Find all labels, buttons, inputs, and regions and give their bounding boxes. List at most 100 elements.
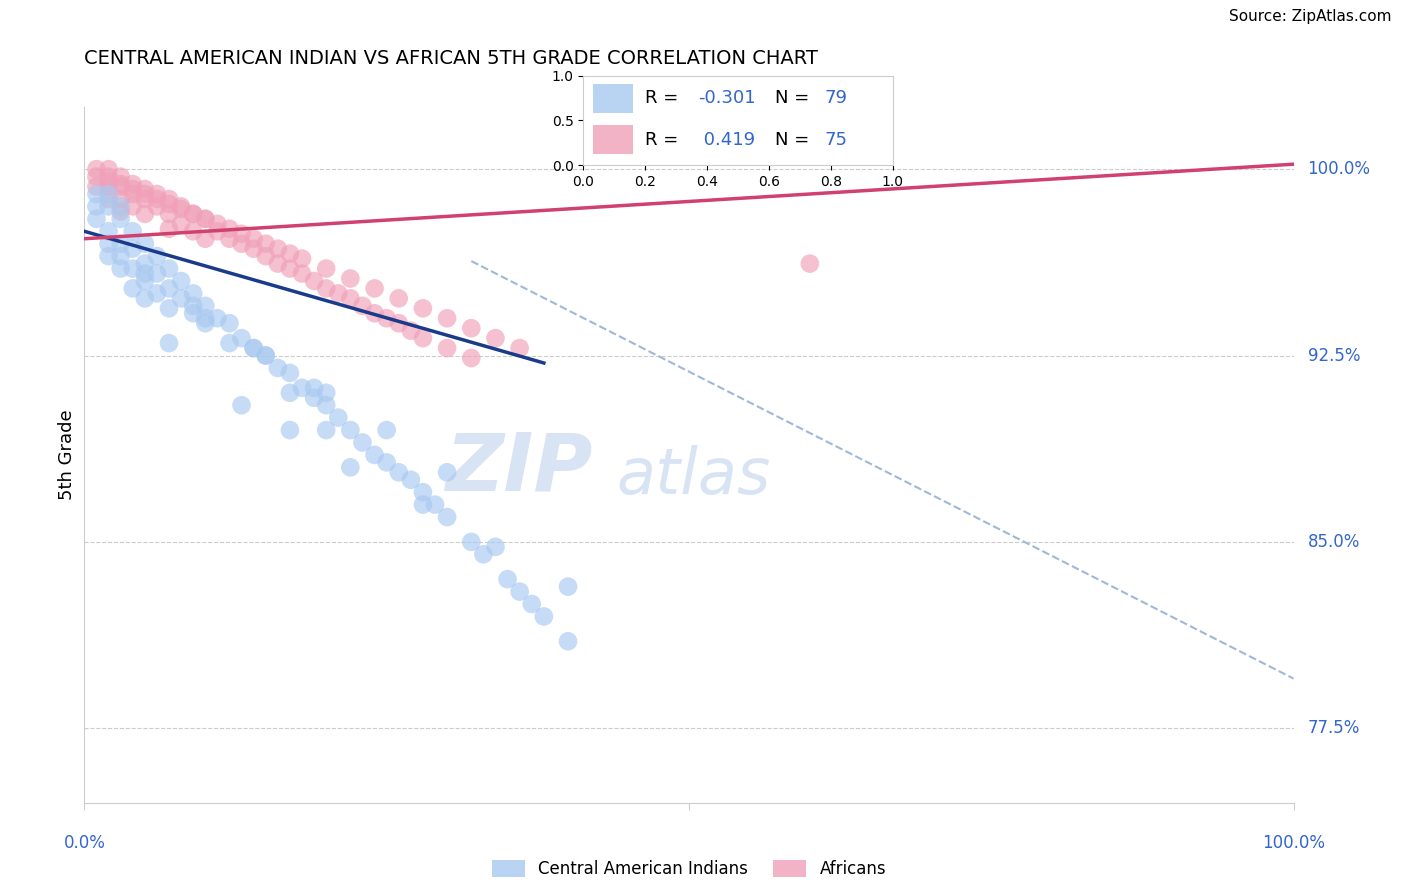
Point	[170, 274, 193, 288]
Point	[121, 182, 143, 196]
Point	[157, 207, 180, 221]
Point	[134, 267, 156, 281]
Point	[134, 274, 156, 288]
Point	[157, 336, 180, 351]
Point	[97, 192, 120, 206]
Point	[97, 236, 120, 251]
Point	[134, 207, 156, 221]
Point	[146, 187, 169, 202]
Point	[157, 197, 180, 211]
Point	[363, 448, 385, 462]
Point	[170, 202, 193, 216]
Text: 85.0%: 85.0%	[1308, 533, 1360, 551]
Point	[97, 187, 120, 202]
Point	[146, 199, 169, 213]
Point	[375, 311, 398, 326]
Point	[388, 316, 411, 330]
Point	[134, 291, 156, 305]
Point	[207, 217, 229, 231]
Legend: Central American Indians, Africans: Central American Indians, Africans	[485, 854, 893, 885]
Point	[86, 169, 108, 184]
Point	[207, 311, 229, 326]
Point	[328, 286, 350, 301]
Point	[86, 187, 108, 202]
Text: atlas: atlas	[616, 445, 770, 507]
Point	[207, 224, 229, 238]
Point	[509, 584, 531, 599]
Point	[146, 286, 169, 301]
Point	[315, 281, 337, 295]
Point	[254, 236, 277, 251]
Point	[278, 261, 301, 276]
Text: 79: 79	[825, 89, 848, 107]
Point	[557, 580, 579, 594]
Point	[315, 385, 337, 400]
Point	[170, 217, 193, 231]
Point	[315, 398, 337, 412]
Point	[97, 224, 120, 238]
Point	[412, 485, 434, 500]
Point	[436, 510, 458, 524]
Point	[134, 182, 156, 196]
Point	[181, 207, 204, 221]
Point	[302, 381, 325, 395]
Point	[278, 246, 301, 260]
Text: 77.5%: 77.5%	[1308, 719, 1360, 738]
Text: Source: ZipAtlas.com: Source: ZipAtlas.com	[1229, 9, 1392, 24]
Point	[278, 385, 301, 400]
Point	[328, 410, 350, 425]
Point	[278, 366, 301, 380]
Point	[121, 261, 143, 276]
Point	[388, 466, 411, 480]
Point	[157, 192, 180, 206]
Point	[110, 179, 132, 194]
Point	[472, 547, 495, 561]
Point	[302, 274, 325, 288]
Point	[97, 199, 120, 213]
Point	[375, 423, 398, 437]
Point	[436, 341, 458, 355]
Point	[460, 321, 482, 335]
Text: 0.0%: 0.0%	[63, 834, 105, 852]
Point	[436, 466, 458, 480]
Point	[157, 222, 180, 236]
Point	[399, 473, 422, 487]
Point	[496, 572, 519, 586]
Point	[412, 331, 434, 345]
Point	[121, 177, 143, 191]
Point	[388, 291, 411, 305]
Text: 100.0%: 100.0%	[1263, 834, 1324, 852]
Point	[339, 291, 361, 305]
Point	[315, 261, 337, 276]
Point	[181, 224, 204, 238]
Point	[533, 609, 555, 624]
Point	[352, 435, 374, 450]
Point	[194, 211, 217, 226]
Point	[110, 199, 132, 213]
Point	[110, 249, 132, 263]
Point	[557, 634, 579, 648]
Point	[218, 316, 240, 330]
Point	[121, 281, 143, 295]
Point	[194, 211, 217, 226]
Point	[254, 349, 277, 363]
Point	[242, 232, 264, 246]
Point	[278, 423, 301, 437]
Point	[181, 207, 204, 221]
Point	[254, 249, 277, 263]
Point	[194, 311, 217, 326]
Point	[302, 391, 325, 405]
Point	[460, 535, 482, 549]
Point	[267, 360, 290, 375]
Point	[231, 331, 253, 345]
Point	[218, 222, 240, 236]
Point	[110, 236, 132, 251]
Point	[194, 299, 217, 313]
Point	[86, 179, 108, 194]
Point	[146, 267, 169, 281]
Point	[315, 423, 337, 437]
Point	[218, 336, 240, 351]
Point	[157, 261, 180, 276]
Point	[423, 498, 446, 512]
Point	[194, 316, 217, 330]
